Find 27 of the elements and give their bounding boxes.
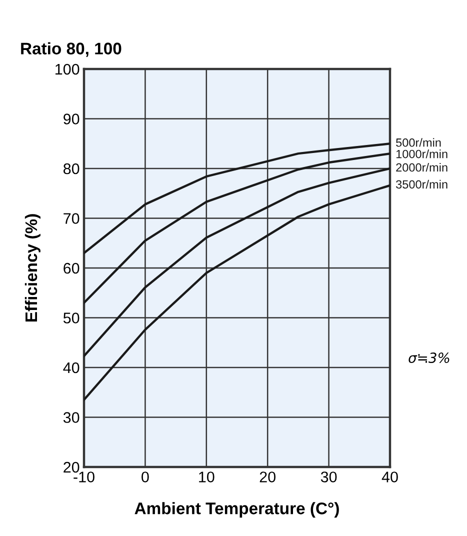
- y-tick-label: 50: [63, 312, 80, 324]
- y-tick-label: 100: [56, 64, 80, 75]
- line-series: [84, 167, 390, 358]
- y-tick-label: 30: [63, 412, 80, 423]
- y-tick-label: 40: [63, 362, 80, 374]
- line-series: [84, 184, 390, 401]
- line-series: [84, 142, 390, 254]
- x-axis-title: Ambient Temperature (C°): [134, 502, 339, 518]
- y-axis-title: Efficiency (%): [24, 214, 40, 322]
- text: σ≒3%: [408, 352, 450, 364]
- x-tick-label: 0: [142, 472, 149, 482]
- y-tick-label: 90: [64, 114, 80, 124]
- x-tick-label: 30: [320, 472, 337, 482]
- x-tick-label: 10: [199, 472, 214, 482]
- chart-title: Ratio 80, 100: [21, 42, 122, 57]
- y-tick-label: 60: [64, 262, 80, 274]
- x-tick-label: -10: [74, 472, 94, 482]
- y-tick-label: 70: [64, 213, 80, 224]
- series-label: 2000r/min: [396, 162, 448, 172]
- x-tick-label: 20: [260, 472, 276, 482]
- y-tick-label: 80: [64, 163, 80, 174]
- series-label: 1000r/min: [396, 150, 448, 158]
- series-label: 500r/min: [396, 138, 441, 147]
- x-tick-label: 40: [382, 472, 398, 482]
- line-series: [84, 152, 390, 304]
- series-label: 3500r/min: [396, 180, 448, 189]
- y-tick-label: 20: [64, 462, 80, 473]
